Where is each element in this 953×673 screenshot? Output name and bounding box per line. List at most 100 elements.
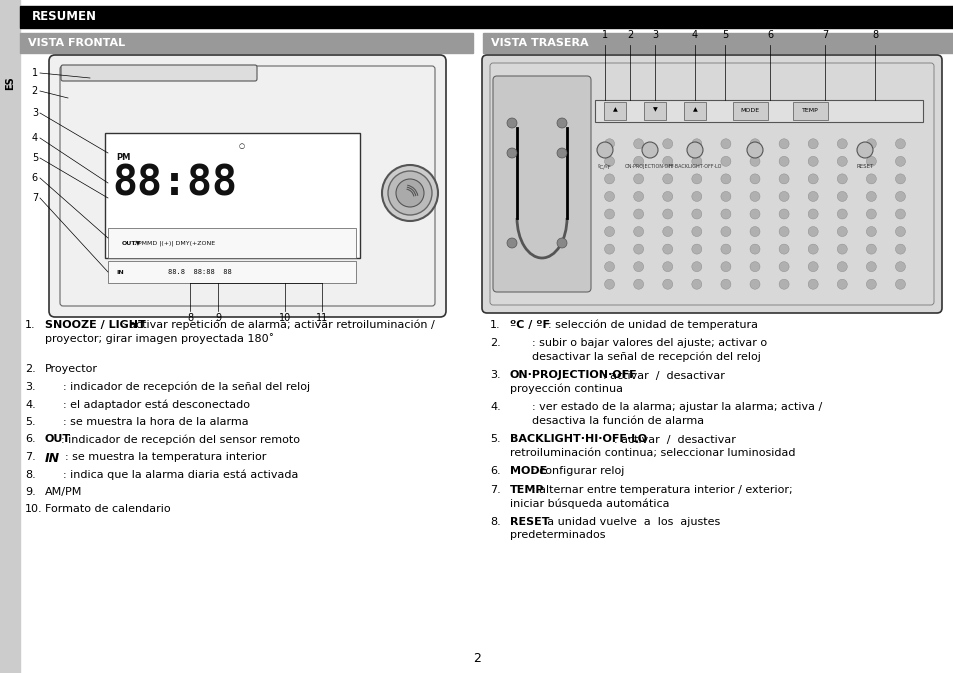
Text: : configurar reloj: : configurar reloj xyxy=(532,466,623,476)
Text: 6: 6 xyxy=(31,173,38,183)
Circle shape xyxy=(381,165,437,221)
Circle shape xyxy=(604,139,614,149)
Text: MODE: MODE xyxy=(510,466,547,476)
Circle shape xyxy=(395,179,423,207)
Bar xyxy=(20,33,473,53)
Bar xyxy=(683,102,705,120)
Text: OUT▼: OUT▼ xyxy=(122,240,141,246)
Circle shape xyxy=(662,262,672,272)
Text: ES: ES xyxy=(5,76,15,90)
Circle shape xyxy=(506,148,517,158)
Circle shape xyxy=(749,209,760,219)
Circle shape xyxy=(720,279,730,289)
Bar xyxy=(603,102,625,120)
Circle shape xyxy=(641,142,658,158)
Bar xyxy=(20,6,953,28)
Circle shape xyxy=(746,142,762,158)
Bar xyxy=(108,228,355,258)
Text: 3.: 3. xyxy=(25,382,35,392)
Text: 88.8  88:88  88: 88.8 88:88 88 xyxy=(168,269,232,275)
Circle shape xyxy=(895,244,904,254)
Text: 2: 2 xyxy=(473,652,480,665)
Circle shape xyxy=(749,156,760,166)
Text: 6.: 6. xyxy=(490,466,500,476)
Circle shape xyxy=(633,191,643,201)
Circle shape xyxy=(633,244,643,254)
Text: 11: 11 xyxy=(315,313,328,323)
Text: 6: 6 xyxy=(766,30,772,40)
Circle shape xyxy=(865,244,876,254)
Circle shape xyxy=(720,209,730,219)
Circle shape xyxy=(691,227,701,236)
Circle shape xyxy=(837,227,846,236)
Circle shape xyxy=(895,191,904,201)
Text: RESUMEN: RESUMEN xyxy=(32,11,97,24)
Circle shape xyxy=(895,279,904,289)
Text: ▲: ▲ xyxy=(612,108,617,112)
Circle shape xyxy=(807,209,818,219)
Circle shape xyxy=(691,262,701,272)
Circle shape xyxy=(856,142,872,158)
Circle shape xyxy=(720,227,730,236)
Text: : indica que la alarma diaria está activada: : indica que la alarma diaria está activ… xyxy=(63,470,298,480)
Text: : activar  /  desactivar: : activar / desactivar xyxy=(614,435,736,444)
Text: TEMP: TEMP xyxy=(801,108,818,112)
Circle shape xyxy=(597,142,613,158)
Text: 2.: 2. xyxy=(25,365,35,374)
Text: : se muestra la temperatura interior: : se muestra la temperatura interior xyxy=(65,452,266,462)
Text: 5.: 5. xyxy=(25,417,35,427)
Circle shape xyxy=(662,139,672,149)
Bar xyxy=(0,0,20,673)
Circle shape xyxy=(779,262,788,272)
Circle shape xyxy=(779,244,788,254)
Text: MODE: MODE xyxy=(740,108,759,112)
Bar xyxy=(643,102,665,120)
Text: 1.: 1. xyxy=(490,320,500,330)
Text: 11. +ZONE: configuración de husos horarios: 11. +ZONE: configuración de husos horari… xyxy=(495,9,757,22)
Text: ○: ○ xyxy=(238,143,245,149)
Text: 4.: 4. xyxy=(25,400,35,409)
FancyBboxPatch shape xyxy=(60,66,435,306)
Circle shape xyxy=(837,244,846,254)
Circle shape xyxy=(749,174,760,184)
Text: : alternar entre temperatura interior / exterior;: : alternar entre temperatura interior / … xyxy=(532,485,792,495)
Circle shape xyxy=(557,148,566,158)
Text: 1.: 1. xyxy=(25,320,35,330)
Text: PM: PM xyxy=(116,153,131,162)
Circle shape xyxy=(779,139,788,149)
Circle shape xyxy=(865,191,876,201)
Circle shape xyxy=(895,209,904,219)
Text: 2: 2 xyxy=(626,30,633,40)
Circle shape xyxy=(749,139,760,149)
Text: iniciar búsqueda automática: iniciar búsqueda automática xyxy=(510,499,669,509)
Text: 7.: 7. xyxy=(490,485,500,495)
Text: IN: IN xyxy=(116,269,124,275)
Circle shape xyxy=(837,191,846,201)
Circle shape xyxy=(865,156,876,166)
Circle shape xyxy=(691,209,701,219)
Circle shape xyxy=(807,262,818,272)
Text: SNOOZE / LIGHT: SNOOZE / LIGHT xyxy=(45,320,146,330)
Text: ▲: ▲ xyxy=(692,108,697,112)
Circle shape xyxy=(865,262,876,272)
Circle shape xyxy=(837,174,846,184)
Text: 4: 4 xyxy=(31,133,38,143)
Text: 2.: 2. xyxy=(490,339,500,349)
Circle shape xyxy=(604,174,614,184)
Text: 4.: 4. xyxy=(490,402,500,413)
Text: 9: 9 xyxy=(214,313,221,323)
Circle shape xyxy=(691,139,701,149)
Text: AM/PM: AM/PM xyxy=(45,487,82,497)
Bar xyxy=(595,100,923,122)
Circle shape xyxy=(691,244,701,254)
Circle shape xyxy=(662,209,672,219)
Circle shape xyxy=(557,118,566,128)
Circle shape xyxy=(662,279,672,289)
Text: predeterminados: predeterminados xyxy=(510,530,605,540)
FancyBboxPatch shape xyxy=(493,76,590,292)
Text: 3.: 3. xyxy=(490,371,500,380)
Text: 4: 4 xyxy=(691,30,698,40)
FancyBboxPatch shape xyxy=(481,55,941,313)
Text: 6.: 6. xyxy=(25,435,35,444)
Text: 8: 8 xyxy=(187,313,193,323)
